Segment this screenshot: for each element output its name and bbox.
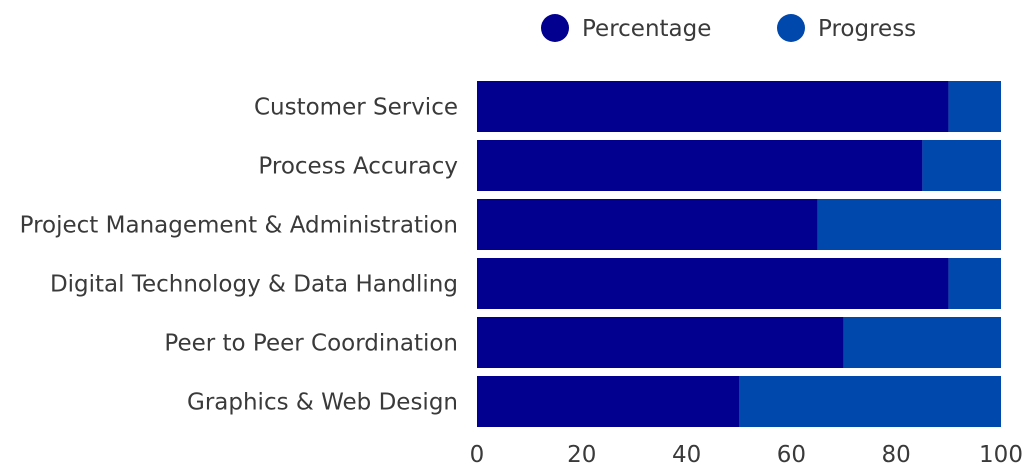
bar-percentage [477,376,739,427]
category-label: Digital Technology & Data Handling [50,272,458,298]
category-label: Project Management & Administration [20,213,458,239]
x-tick-label: 100 [979,442,1023,464]
x-tick-label: 0 [470,442,485,464]
x-tick-label: 60 [777,442,806,464]
bar-progress [843,317,1001,368]
category-label: Peer to Peer Coordination [164,331,458,357]
category-labels: Customer Service Process Accuracy Project … [20,95,458,416]
bars [477,81,1001,427]
legend-label: Progress [818,16,916,42]
category-label: Process Accuracy [258,154,458,180]
bar-progress [948,258,1001,309]
bar-progress [948,81,1001,132]
legend-item-percentage: Percentage [541,14,711,42]
x-tick-label: 80 [882,442,911,464]
legend-swatch [777,14,805,42]
bar-percentage [477,199,818,250]
bar-percentage [477,258,949,309]
category-label: Graphics & Web Design [187,390,458,416]
x-axis: 0 20 40 60 80 100 [470,442,1023,464]
bar-percentage [477,317,844,368]
x-tick-label: 20 [567,442,596,464]
bar-progress [817,199,1001,250]
legend: Percentage Progress [541,14,916,42]
legend-label: Percentage [582,16,711,42]
bar-progress [739,376,1001,427]
bar-progress [922,140,1001,191]
category-label: Customer Service [254,95,458,121]
bar-percentage [477,81,949,132]
x-tick-label: 40 [672,442,701,464]
legend-swatch [541,14,569,42]
bar-percentage [477,140,923,191]
legend-item-progress: Progress [777,14,916,42]
